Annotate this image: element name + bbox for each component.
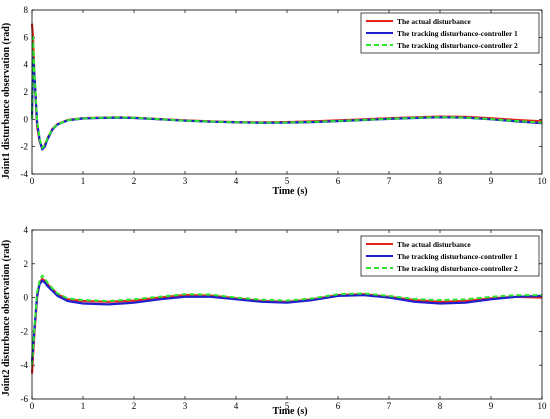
x-tick-label: 4	[234, 176, 239, 186]
series-line-3	[31, 274, 542, 366]
y-tick-label: -4	[21, 169, 29, 179]
y-tick-label: 0	[24, 293, 29, 303]
x-tick-label: 3	[183, 401, 188, 411]
y-tick-label: 2	[24, 259, 29, 269]
legend-joint2: The actual disturbance The tracking distu…	[360, 235, 540, 277]
series-lines-joint1	[30, 23, 543, 151]
x-tick-label: 4	[234, 401, 239, 411]
x-tick-label: 6	[336, 176, 341, 186]
ticks-joint2: 0 1 2 3 4 5 6 7 8 9 10 -6 -4 -2 0 2 4	[21, 225, 548, 411]
legend-entry-2: The tracking disturbance-controller 1	[397, 29, 518, 38]
subplot-joint1: Joint1 disturbance observation (rad) Tim…	[1, 5, 547, 197]
x-tick-label: 6	[336, 401, 341, 411]
plot-frame-joint1	[31, 9, 543, 175]
legend-entry-3: The tracking disturbance-controller 2	[397, 41, 518, 50]
plot-frame-joint2	[31, 229, 543, 400]
y-axis-label-joint2: Joint2 disturbance observation (rad)	[1, 240, 12, 396]
x-axis-label-joint2: Time (s)	[272, 406, 307, 417]
x-tick-label: 0	[30, 401, 35, 411]
series-line-1	[30, 277, 543, 374]
legend-entry-3: The tracking disturbance-controller 2	[397, 264, 518, 273]
legend-joint1: The actual disturbance The tracking distu…	[360, 12, 540, 54]
x-tick-label: 2	[132, 176, 137, 186]
y-tick-label: -6	[21, 394, 29, 404]
x-tick-label: 9	[489, 401, 494, 411]
x-tick-label: 10	[538, 176, 548, 186]
legend-entry-2: The tracking disturbance-controller 1	[397, 252, 518, 261]
ticks-joint1: 0 1 2 3 4 5 6 7 8 9 10 -4 -2 0 2 4 6 8	[21, 5, 548, 186]
x-tick-label: 1	[81, 176, 86, 186]
y-tick-label: 4	[24, 225, 29, 235]
x-tick-label: 10	[538, 401, 548, 411]
y-tick-label: 6	[24, 32, 29, 42]
y-tick-label: 2	[24, 87, 29, 97]
y-tick-label: -4	[21, 360, 29, 370]
x-tick-label: 2	[132, 401, 137, 411]
y-tick-label: 0	[24, 114, 29, 124]
x-tick-label: 0	[30, 176, 35, 186]
x-axis-label-joint1: Time (s)	[272, 186, 307, 197]
y-tick-label: 8	[24, 5, 29, 15]
y-axis-label-joint1: Joint1 disturbance observation (rad)	[1, 23, 12, 179]
x-tick-label: 3	[183, 176, 188, 186]
y-tick-label: -2	[21, 326, 29, 336]
x-tick-label: 1	[81, 401, 86, 411]
y-tick-label: -2	[21, 142, 29, 152]
series-line-3	[31, 36, 543, 149]
series-line-2	[30, 279, 543, 362]
x-tick-label: 8	[438, 176, 443, 186]
x-tick-label: 5	[285, 176, 290, 186]
x-tick-label: 9	[489, 176, 494, 186]
y-tick-label: 4	[24, 60, 29, 70]
x-tick-label: 5	[285, 401, 290, 411]
x-tick-label: 7	[387, 401, 392, 411]
legend-entry-1: The actual disturbance	[397, 240, 471, 249]
x-tick-label: 8	[438, 401, 443, 411]
series-lines-joint2	[30, 274, 543, 374]
x-tick-label: 7	[387, 176, 392, 186]
subplot-joint2: Joint2 disturbance observation (rad) Tim…	[1, 225, 547, 417]
series-line-2	[30, 56, 543, 151]
legend-entry-1: The actual disturbance	[397, 17, 471, 26]
